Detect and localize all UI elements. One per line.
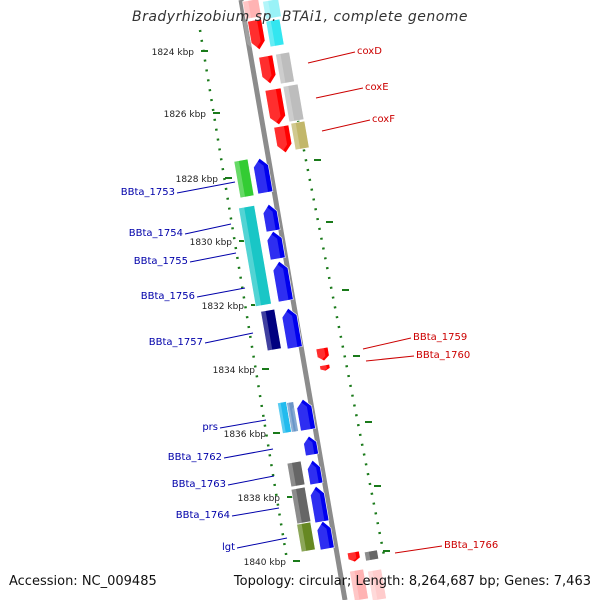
kbp-tick-label: 1824 kbp [152,48,195,58]
reverse-label-leader [204,332,254,344]
kbp-tick-label: 1836 kbp [224,430,267,440]
gene-reverse-box[interactable] [238,205,272,307]
gene-reverse-arrow[interactable] [257,203,281,233]
accession-text: Accession: NC_009485 [9,574,157,589]
gene-forward-box[interactable] [265,18,285,48]
gene-reverse-box[interactable] [296,521,316,553]
gene-forward-box[interactable] [349,568,369,602]
gene-forward-arrow[interactable] [312,346,330,363]
gene-reverse-box[interactable] [233,158,255,199]
forward-label-leader [315,87,364,99]
label-layer: coxD coxE coxF BBta_1759 BBta_1760 BBta_1766 B… [121,46,498,554]
topology-summary: Topology: circular; Length: 8,264,687 bp… [233,574,591,589]
reverse-label-leader [219,419,267,429]
gene-forward-box[interactable] [367,568,387,602]
forward-gene-label[interactable]: coxD [357,46,382,57]
kbp-tick-label: 1834 kbp [213,366,256,376]
reverse-gene-label[interactable]: BBta_1754 [129,228,183,239]
reverse-label-leader [223,448,274,459]
kbp-tick-label: 1828 kbp [176,175,219,185]
kbp-tick-label: 1838 kbp [238,494,281,504]
genome-backbone [238,0,348,601]
gene-forward-box[interactable] [242,0,262,20]
gene-reverse-arrow[interactable] [247,157,274,195]
gene-forward-arrow[interactable] [316,363,331,372]
forward-label-leader [321,119,371,132]
kbp-tick-label: 1830 kbp [190,238,233,248]
gene-forward-arrow[interactable] [343,550,361,564]
gene-forward-box[interactable] [290,120,310,151]
forward-label-leader [365,355,415,362]
gene-reverse-arrow[interactable] [261,230,286,261]
reverse-gene-label[interactable]: BBta_1762 [168,452,222,463]
reverse-label-leader [231,507,280,517]
forward-gene-label[interactable]: coxE [365,82,389,93]
gene-reverse-arrow[interactable] [276,307,303,350]
forward-gene-label[interactable]: coxF [372,114,395,125]
reverse-gene-label[interactable]: lgt [222,542,235,553]
forward-label-leader [307,51,356,64]
gene-reverse-arrow[interactable] [298,435,319,457]
gene-forward-box[interactable] [363,549,380,562]
reverse-label-leader [189,252,237,263]
forward-gene-label[interactable]: BBta_1759 [413,332,467,343]
gene-forward-box[interactable] [262,0,282,20]
genome-title: Bradyrhizobium sp. BTAi1, complete genom… [131,9,469,25]
reverse-label-leader [236,537,288,549]
forward-gene-label[interactable]: BBta_1766 [444,540,498,551]
kbp-tick-label: 1826 kbp [164,110,207,120]
reverse-label-leader [196,287,246,298]
forward-gene-label[interactable]: BBta_1760 [416,350,470,361]
tick-layer: 1824 kbp 1826 kbp 1828 kbp 1830 kbp 1832 kbp… [152,29,390,568]
forward-label-leader [362,337,412,350]
reverse-gene-label[interactable]: BBta_1753 [121,187,175,198]
reverse-label-leader [184,223,232,235]
gene-reverse-arrow[interactable] [305,485,330,524]
reverse-gene-label[interactable]: BBta_1755 [134,256,188,267]
gene-reverse-arrow[interactable] [267,260,294,303]
gene-forward-arrow[interactable] [254,54,277,86]
reverse-label-leader [227,475,275,486]
reverse-gene-label[interactable]: prs [202,422,218,433]
gene-reverse-arrow[interactable] [302,459,324,486]
reverse-gene-label[interactable]: BBta_1763 [172,479,226,490]
gene-forward-box[interactable] [282,83,305,123]
reverse-gene-label[interactable]: BBta_1756 [141,291,195,302]
gene-forward-arrow[interactable] [260,87,287,127]
reverse-gene-label[interactable]: BBta_1764 [176,510,230,521]
kbp-tick-label: 1840 kbp [244,558,287,568]
gene-forward-box[interactable] [275,51,295,85]
reverse-gene-label[interactable]: BBta_1757 [149,337,203,348]
kbp-tick-label: 1832 kbp [202,302,245,312]
gene-reverse-arrow[interactable] [311,520,335,551]
scale-ring-right [296,119,386,556]
gene-forward-arrow[interactable] [243,18,266,52]
gene-reverse-arrow[interactable] [291,398,316,432]
forward-label-leader [394,545,443,554]
gene-reverse-box[interactable] [286,460,306,488]
gene-reverse-box[interactable] [290,486,312,525]
gene-forward-arrow[interactable] [269,124,293,155]
feature-layer [233,0,387,602]
gene-reverse-box[interactable] [286,401,299,433]
reverse-label-leader [176,181,236,194]
gene-reverse-box[interactable] [260,308,282,352]
